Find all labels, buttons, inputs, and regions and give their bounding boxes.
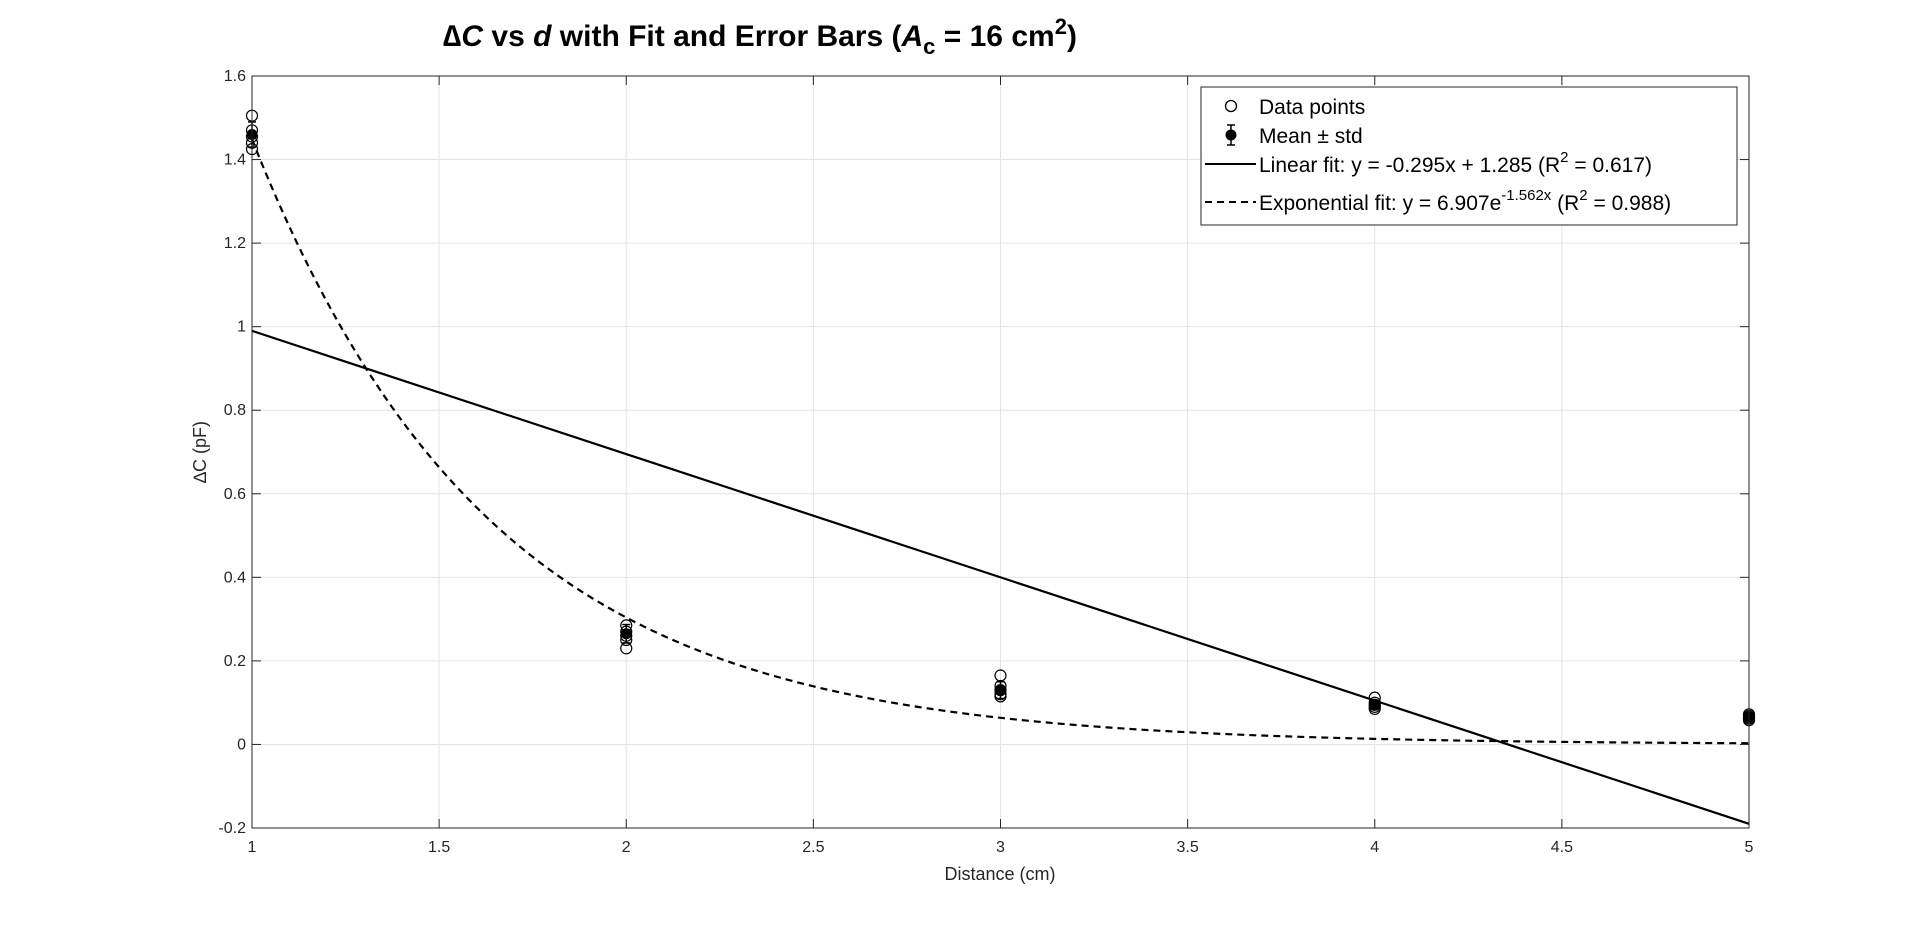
title-d-symbol: d (533, 20, 552, 53)
x-tick-label: 2 (622, 839, 631, 856)
x-tick-label: 2.5 (802, 839, 824, 856)
y-tick-label: 1.6 (224, 68, 246, 85)
y-tick-label: -0.2 (218, 820, 246, 837)
x-tick-label: 3 (996, 839, 1005, 856)
mean-marker (1369, 699, 1381, 711)
y-axis-label: ∆C (pF) (190, 421, 210, 483)
title-a-symbol: A (901, 20, 924, 53)
legend-errorbar-marker-dot (1225, 129, 1237, 141)
legend-data-points-label: Data points (1259, 96, 1365, 119)
y-tick-label: 0.2 (224, 653, 246, 670)
legend: Data points Mean ± std Linear fit: y = -… (1200, 86, 1738, 226)
y-tick-label: 0 (237, 736, 246, 753)
title-exponent: 2 (1055, 14, 1067, 39)
x-axis-label: Distance (cm) (944, 864, 1055, 884)
exponential-fit-line (250, 138, 1750, 745)
title-equals: = 16 cm (935, 20, 1054, 53)
legend-data-points-marker (1224, 99, 1238, 113)
chart-title: ∆C vs d with Fit and Error Bars (Ac = 16… (443, 14, 1077, 59)
axis-ticks: 1 1.5 2 2.5 3 3.5 4 4.5 5 -0.2 0 0.2 0.4 0.6 0.8 1 1.2 1.… (218, 68, 1753, 856)
title-c-symbol: C (461, 20, 484, 53)
title-middle: with Fit and Error Bars ( (551, 20, 901, 53)
y-tick-label: 1 (237, 319, 246, 336)
legend-mean-std-label: Mean ± std (1259, 125, 1363, 148)
y-tick-label: 1.2 (224, 235, 246, 252)
linear-fit-line (251, 329, 1750, 825)
title-delta: ∆ (443, 20, 461, 53)
y-tick-label: 0.8 (224, 402, 246, 419)
title-a-subscript: c (923, 34, 935, 59)
x-tick-label: 4.5 (1551, 839, 1573, 856)
y-tick-label: 1.4 (224, 152, 246, 169)
y-tick-label: 0.4 (224, 569, 246, 586)
x-tick-label: 4 (1370, 839, 1379, 856)
legend-exponential-fit-label: Exponential fit: y = 6.907e-1.562x (R2 =… (1259, 187, 1671, 215)
fit-lines (250, 138, 1750, 825)
x-tick-label: 1.5 (428, 839, 450, 856)
x-tick-label: 3.5 (1177, 839, 1199, 856)
title-close: ) (1067, 20, 1077, 53)
mean-marker (995, 684, 1006, 696)
y-tick-label: 0.6 (224, 486, 246, 503)
x-tick-label: 5 (1745, 839, 1754, 856)
x-tick-label: 1 (248, 839, 257, 856)
title-vs: vs (483, 20, 533, 53)
mean-marker (620, 628, 632, 640)
legend-linear-fit-label: Linear fit: y = -0.295x + 1.285 (R2 = 0.… (1259, 149, 1652, 177)
legend-box (1200, 86, 1738, 226)
